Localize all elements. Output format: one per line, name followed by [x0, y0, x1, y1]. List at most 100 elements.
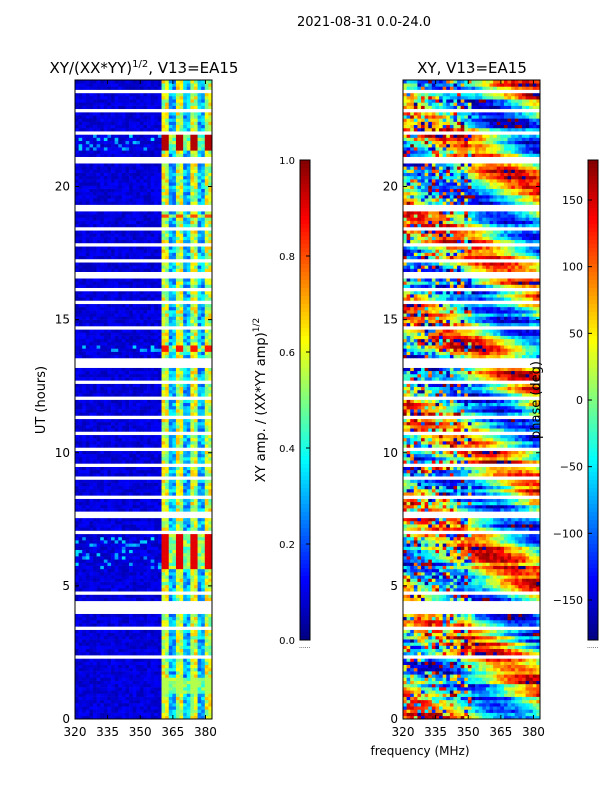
heatmap-cell	[183, 316, 188, 320]
heatmap-cell	[114, 418, 119, 423]
heatmap-cell	[96, 341, 101, 346]
heatmap-cell	[204, 642, 209, 646]
heatmap-cell	[165, 341, 170, 346]
heatmap-cell	[107, 322, 112, 327]
heatmap-cell	[103, 469, 108, 474]
heatmap-cell	[197, 498, 202, 503]
heatmap-cell	[129, 310, 133, 314]
heatmap-cell	[82, 351, 87, 356]
heatmap-cell	[147, 338, 152, 343]
heatmap-cell	[165, 482, 170, 487]
heatmap-cell	[197, 230, 202, 234]
heatmap-cell	[107, 354, 112, 359]
heatmap-cell	[103, 329, 108, 333]
heatmap-cell	[129, 498, 133, 503]
heatmap-cell	[96, 623, 101, 627]
heatmap-cell	[150, 508, 155, 512]
heatmap-cell	[179, 453, 184, 458]
heatmap-cell	[186, 329, 191, 333]
heatmap-cell	[150, 341, 155, 346]
heatmap-cell	[100, 552, 105, 557]
heatmap-cell	[107, 281, 112, 285]
heatmap-cell	[147, 377, 152, 381]
heatmap-cell	[75, 635, 79, 640]
heatmap-cell	[204, 568, 209, 573]
heatmap-cell	[118, 680, 123, 685]
heatmap-cell	[82, 322, 87, 327]
heatmap-cell	[93, 613, 97, 618]
heatmap-cell	[93, 642, 97, 646]
heatmap-cell	[125, 588, 130, 592]
heatmap-cell	[129, 565, 133, 570]
heatmap-cell	[168, 501, 173, 506]
heatmap-cell	[161, 623, 166, 627]
heatmap-cell	[78, 246, 83, 250]
heatmap-cell	[168, 645, 173, 650]
heatmap-cell	[100, 460, 105, 464]
heatmap-cell	[208, 265, 213, 269]
heatmap-cell	[93, 664, 97, 669]
heatmap-cell	[136, 715, 141, 720]
heatmap-cell	[165, 335, 170, 340]
heatmap-cell	[136, 444, 141, 448]
heatmap-cell	[168, 642, 173, 646]
heatmap-cell	[111, 696, 115, 701]
heatmap-cell	[143, 629, 148, 634]
heatmap-cell	[154, 623, 159, 627]
heatmap-cell	[136, 332, 141, 336]
heatmap-cell	[125, 319, 130, 324]
heatmap-cell	[114, 405, 119, 410]
heatmap-cell	[172, 619, 177, 624]
heatmap-cell	[93, 354, 97, 359]
heatmap-cell	[107, 402, 112, 407]
heatmap-cell	[154, 674, 159, 678]
heatmap-cell	[186, 453, 191, 458]
heatmap-cell	[183, 671, 188, 675]
heatmap-cell	[114, 597, 119, 602]
heatmap-cell	[103, 536, 108, 541]
heatmap-cell	[136, 520, 141, 525]
heatmap-cell	[172, 479, 177, 483]
heatmap-cell	[139, 578, 144, 582]
heatmap-cell	[175, 559, 180, 563]
heatmap-cell	[183, 428, 188, 432]
heatmap-cell	[208, 588, 213, 592]
heatmap-cell	[186, 322, 191, 327]
heatmap-cell	[143, 472, 148, 477]
heatmap-cell	[125, 687, 130, 691]
heatmap-cell	[118, 466, 123, 471]
heatmap-cell	[78, 559, 83, 563]
heatmap-cell	[190, 425, 195, 429]
heatmap-cell	[179, 393, 184, 397]
heatmap-cell	[154, 524, 159, 528]
heatmap-cell	[175, 616, 180, 621]
heatmap-cell	[193, 524, 198, 528]
heatmap-cell	[150, 393, 155, 397]
heatmap-cell	[143, 236, 148, 241]
heatmap-cell	[161, 619, 166, 624]
heatmap-cell	[165, 306, 170, 311]
heatmap-cell	[175, 246, 180, 250]
heatmap-cell	[179, 578, 184, 582]
heatmap-cell	[129, 562, 133, 566]
heatmap-cell	[75, 533, 79, 538]
heatmap-cell	[208, 540, 213, 544]
heatmap-cell	[136, 581, 141, 586]
heatmap-cell	[103, 578, 108, 582]
heatmap-cell	[147, 428, 152, 432]
heatmap-cell	[114, 329, 119, 333]
heatmap-cell	[78, 265, 83, 269]
heatmap-cell	[161, 402, 166, 407]
heatmap-cell	[82, 303, 87, 308]
heatmap-cell	[100, 278, 105, 282]
heatmap-cell	[190, 709, 195, 713]
heatmap-cell	[118, 351, 123, 356]
heatmap-cell	[190, 549, 195, 554]
heatmap-cell	[132, 562, 137, 566]
heatmap-cell	[165, 683, 170, 688]
heatmap-cell	[82, 578, 87, 582]
heatmap-cell	[111, 504, 115, 509]
heatmap-cell	[193, 556, 198, 560]
heatmap-cell	[143, 262, 148, 266]
heatmap-cell	[85, 623, 90, 627]
